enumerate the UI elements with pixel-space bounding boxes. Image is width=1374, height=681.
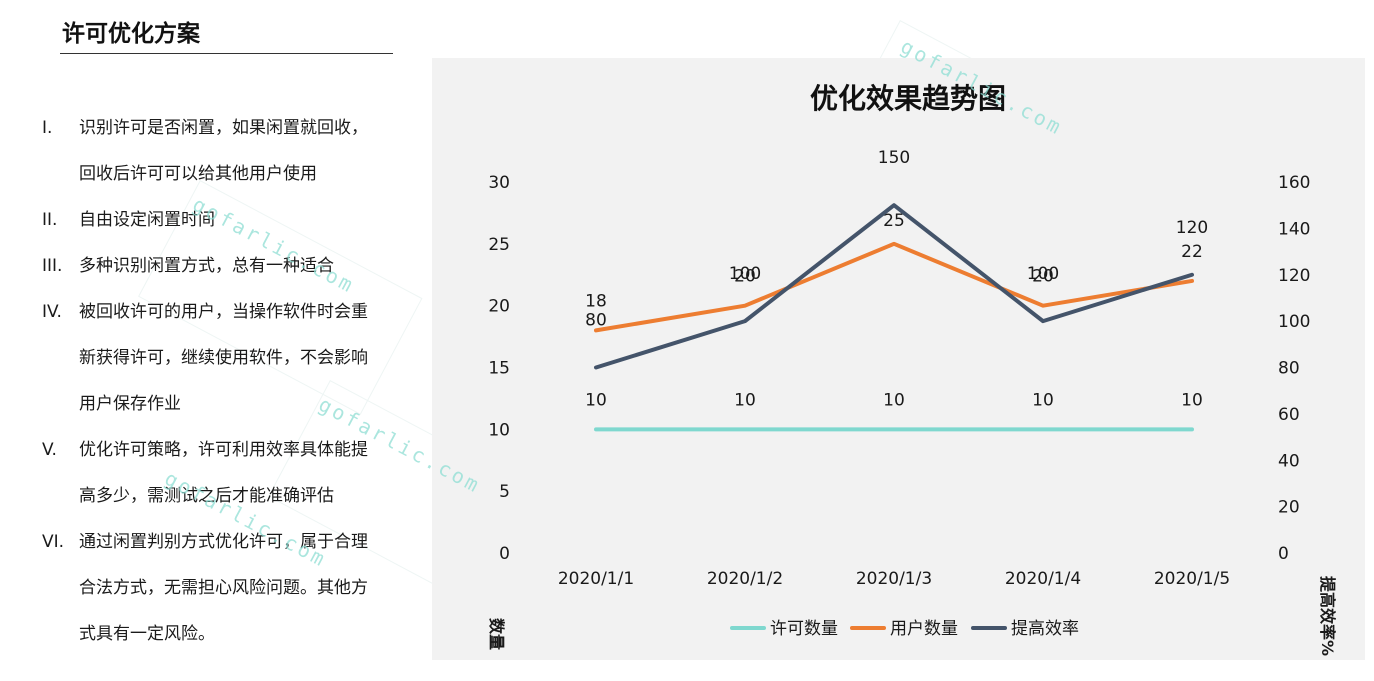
bullet-list: I. 识别许可是否闲置，如果闲置就回收， 回收后许可可以给其他用户使用 II. 自由设定… [42, 105, 402, 657]
y2-axis-title: 提高效率% [1318, 576, 1337, 656]
y-axis-tick-label: 15 [488, 359, 510, 379]
bullet-item: III. 多种识别闲置方式，总有一种适合 [42, 243, 402, 289]
bullet-line: 自由设定闲置时间 [79, 210, 215, 230]
bullet-item: II. 自由设定闲置时间 [42, 197, 402, 243]
data-label: 10 [585, 390, 607, 410]
bullet-line: 多种识别闲置方式，总有一种适合 [79, 256, 334, 276]
data-label: 18 [585, 291, 607, 311]
bullet-item: IV. 被回收许可的用户，当操作软件时会重 新获得许可，继续使用软件，不会影响 用户保… [42, 289, 402, 427]
y2-axis-tick-label: 80 [1278, 359, 1300, 379]
section-title: 许可优化方案 [62, 21, 200, 47]
bullet-number: VI. [42, 532, 65, 552]
legend-label: 提高效率 [1011, 619, 1079, 639]
y-axis-tick-label: 0 [499, 544, 510, 564]
chart-panel: 优化效果趋势图 0 5 10 15 20 25 30 0 20 40 60 80 100 120 140 160… [432, 58, 1365, 660]
bullet-text: 被回收许可的用户，当操作软件时会重 新获得许可，继续使用软件，不会影响 用户保存作业 [79, 289, 402, 427]
y2-axis-tick-label: 40 [1278, 451, 1300, 471]
bullet-number: I. [42, 118, 53, 138]
legend-label: 用户数量 [890, 619, 958, 639]
bullet-line: 优化许可策略，许可利用效率具体能提 [79, 440, 368, 460]
data-label: 22 [1181, 242, 1203, 262]
legend-label: 许可数量 [770, 619, 838, 639]
chart-title: 优化效果趋势图 [810, 82, 1006, 115]
y2-axis-tick-label: 100 [1278, 312, 1310, 332]
x-axis-tick-label: 2020/1/5 [1154, 569, 1230, 589]
bullet-text: 通过闲置判别方式优化许可，属于合理 合法方式，无需担心风险问题。其他方 式具有一定风… [79, 519, 402, 657]
bullet-text: 识别许可是否闲置，如果闲置就回收， 回收后许可可以给其他用户使用 [79, 105, 402, 197]
data-label: 20 [1032, 267, 1054, 287]
bullet-text: 多种识别闲置方式，总有一种适合 [79, 243, 402, 289]
bullet-text: 优化许可策略，许可利用效率具体能提 高多少，需测试之后才能准确评估 [79, 427, 402, 519]
bullet-item: I. 识别许可是否闲置，如果闲置就回收， 回收后许可可以给其他用户使用 [42, 105, 402, 197]
data-label: 80 [585, 311, 607, 331]
bullet-text: 自由设定闲置时间 [79, 197, 402, 243]
bullet-line: 通过闲置判别方式优化许可，属于合理 [79, 532, 368, 552]
data-label: 25 [883, 211, 905, 231]
bullet-line: 回收后许可可以给其他用户使用 [79, 164, 317, 184]
y2-axis-tick-label: 0 [1278, 544, 1289, 564]
x-axis-tick-label: 2020/1/1 [558, 569, 634, 589]
x-axis-tick-label: 2020/1/4 [1005, 569, 1081, 589]
series-line-2 [594, 241, 1194, 333]
bullet-item: VI. 通过闲置判别方式优化许可，属于合理 合法方式，无需担心风险问题。其他方 式具有… [42, 519, 402, 657]
data-label: 10 [1181, 390, 1203, 410]
y-axis-tick-label: 5 [499, 482, 510, 502]
y2-axis-tick-label: 20 [1278, 498, 1300, 518]
bullet-number: II. [42, 210, 58, 230]
title-divider [60, 53, 393, 54]
y-axis-tick-label: 25 [488, 235, 510, 255]
bullet-line: 识别许可是否闲置，如果闲置就回收， [79, 118, 368, 138]
bullet-line: 被回收许可的用户，当操作软件时会重 [79, 302, 368, 322]
series-line-3 [594, 203, 1194, 370]
data-label: 120 [1176, 218, 1208, 238]
bullet-line: 式具有一定风险。 [79, 624, 215, 644]
y2-axis-tick-label: 160 [1278, 173, 1310, 193]
y2-axis-tick-label: 120 [1278, 266, 1310, 286]
data-label: 20 [734, 267, 756, 287]
bullet-number: III. [42, 256, 63, 276]
y2-axis-tick-label: 140 [1278, 219, 1310, 239]
data-label: 100 [1027, 264, 1059, 284]
bullet-line: 新获得许可，继续使用软件，不会影响 [79, 348, 368, 368]
y-axis-tick-label: 30 [488, 173, 510, 193]
trend-chart: 优化效果趋势图 0 5 10 15 20 25 30 0 20 40 60 80 100 120 140 160… [487, 82, 1337, 656]
y-axis-tick-label: 20 [488, 297, 510, 317]
data-label: 100 [729, 264, 761, 284]
data-label: 10 [883, 390, 905, 410]
y-axis-tick-label: 10 [488, 420, 510, 440]
bullet-line: 高多少，需测试之后才能准确评估 [79, 486, 334, 506]
data-label: 10 [734, 390, 756, 410]
data-label: 150 [878, 148, 910, 168]
bullet-number: IV. [42, 302, 62, 322]
y2-axis-tick-label: 60 [1278, 405, 1300, 425]
data-label: 10 [1032, 390, 1054, 410]
bullet-line: 用户保存作业 [79, 394, 181, 414]
x-axis-tick-label: 2020/1/2 [707, 569, 783, 589]
bullet-item: V. 优化许可策略，许可利用效率具体能提 高多少，需测试之后才能准确评估 [42, 427, 402, 519]
y-axis-title: 数量 [487, 618, 506, 650]
bullet-number: V. [42, 440, 57, 460]
bullet-line: 合法方式，无需担心风险问题。其他方 [79, 578, 368, 598]
x-axis-tick-label: 2020/1/3 [856, 569, 932, 589]
